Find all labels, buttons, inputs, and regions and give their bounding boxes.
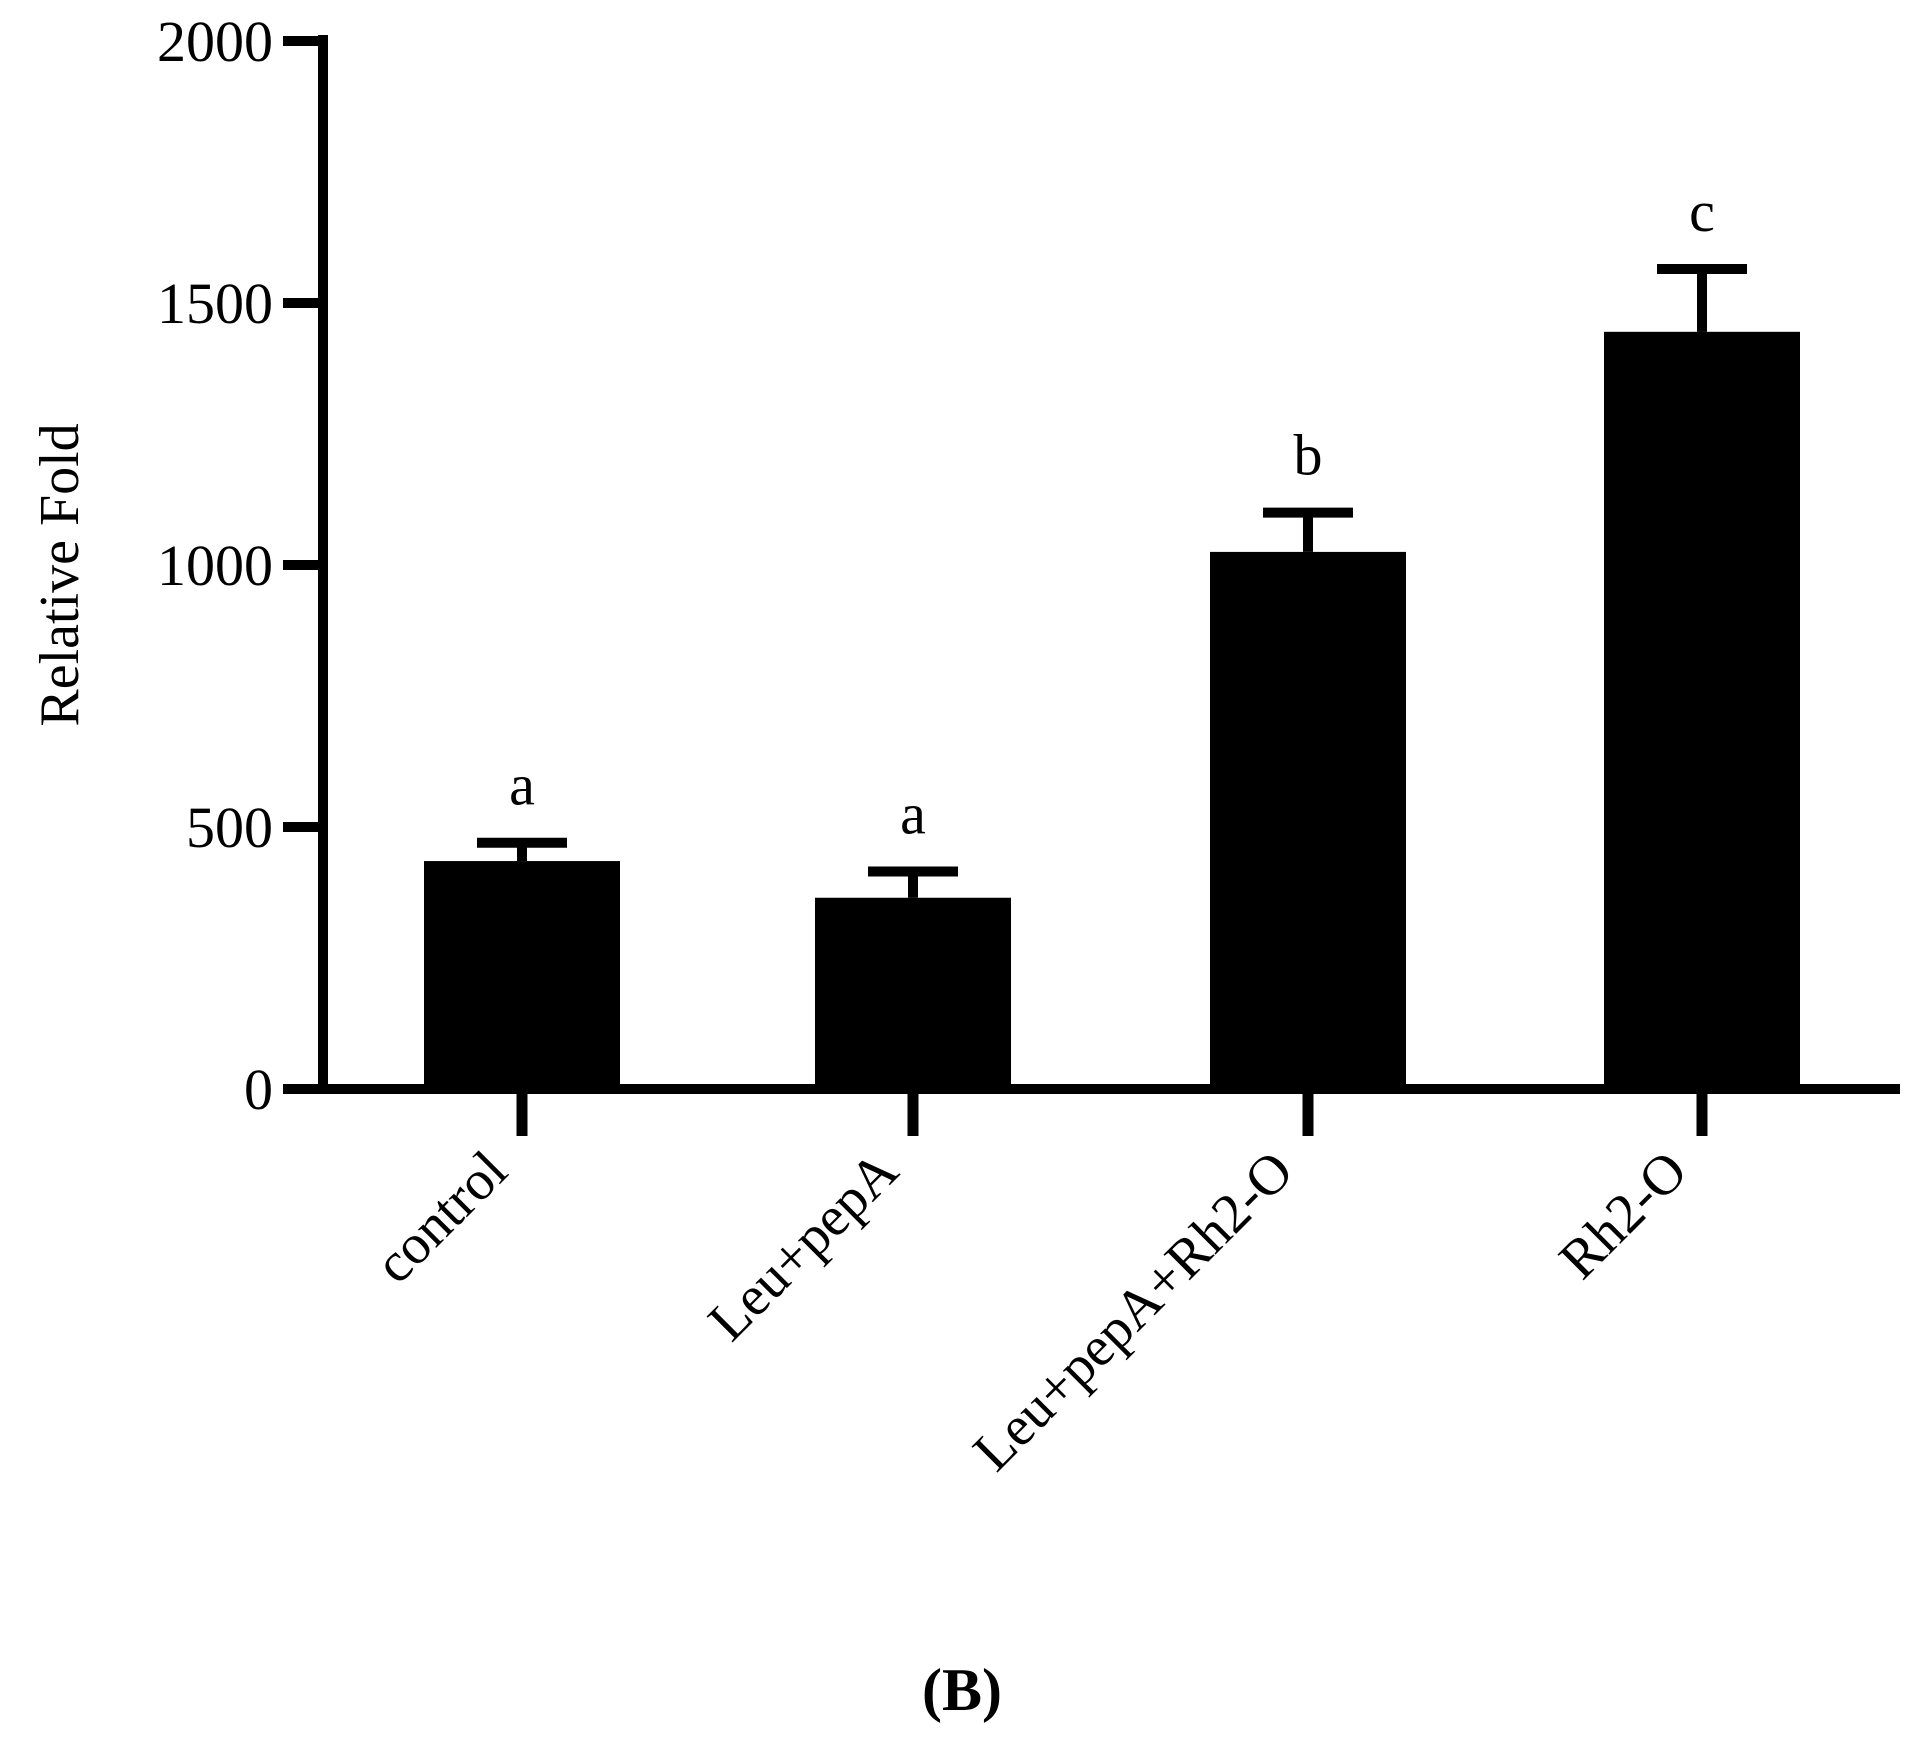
bar-2 <box>1210 551 1406 1089</box>
x-tick-label-1: Leu+pepA <box>697 1139 911 1353</box>
axes-layer <box>283 35 1900 1136</box>
y-tick-label-4: 2000 <box>157 9 273 74</box>
y-tick-label-2: 1000 <box>157 533 273 598</box>
y-axis-title: Relative Fold <box>29 423 91 726</box>
y-tick-label-3: 1500 <box>157 271 273 336</box>
y-tick-label-1: 500 <box>186 795 273 860</box>
bars-layer <box>424 331 1800 1089</box>
y-tick-label-0: 0 <box>244 1057 273 1122</box>
x-tick-label-0: control <box>363 1139 519 1295</box>
labels-layer: a control a Leu+pepA b Leu+pepA+Rh2-O c Rh2-O 0 5… <box>157 9 1715 1483</box>
significance-letter-3: c <box>1689 179 1715 244</box>
panel-label: (B) <box>922 1657 1002 1723</box>
significance-letter-1: a <box>900 782 926 847</box>
bar-1 <box>815 897 1011 1089</box>
bar-0 <box>424 861 620 1089</box>
bar-3 <box>1604 331 1800 1089</box>
significance-letter-2: b <box>1294 423 1323 488</box>
significance-letter-0: a <box>509 753 535 818</box>
error-bars-layer <box>477 263 1747 898</box>
x-tick-label-3: Rh2-O <box>1548 1139 1700 1291</box>
x-tick-label-2: Leu+pepA+Rh2-O <box>962 1139 1306 1483</box>
